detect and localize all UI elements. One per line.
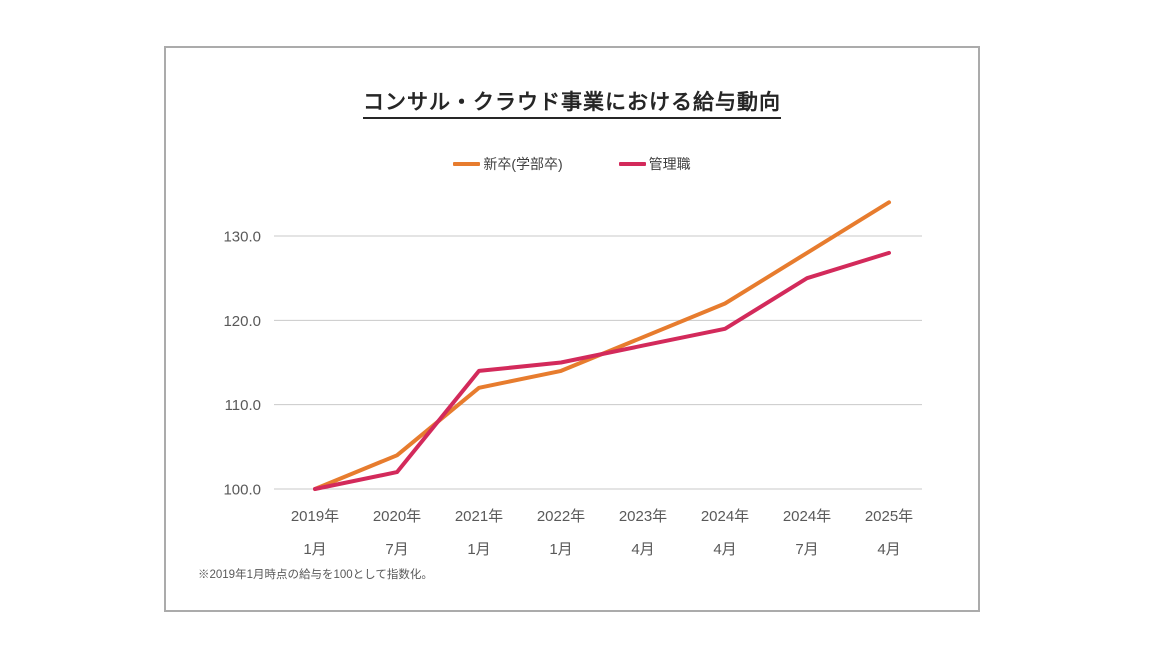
x-tick-label-year: 2023年 [619,508,667,525]
chart-title: コンサル・クラウド事業における給与動向 [166,86,978,119]
legend-label: 新卒(学部卒) [483,156,563,172]
x-tick-label-year: 2019年 [291,508,339,525]
chart-card: コンサル・クラウド事業における給与動向 新卒(学部卒) 管理職 100.0 110… [164,46,980,612]
legend-item-shinsotsu: 新卒(学部卒) [453,154,563,174]
x-tick-label-month: 4月 [877,541,900,558]
x-tick-label-month: 4月 [713,541,736,558]
x-tick-label-month: 7月 [385,541,408,558]
x-tick-label-year: 2025年 [865,508,913,525]
x-tick-label-year: 2024年 [701,508,749,525]
x-tick-label-year: 2020年 [373,508,421,525]
y-tick-label: 110.0 [225,397,261,414]
y-tick-label: 100.0 [223,482,261,499]
x-tick-label-month: 1月 [549,541,572,558]
y-tick-label: 120.0 [223,313,261,330]
series-line-0 [313,200,891,491]
legend-item-kanrishoku: 管理職 [618,154,691,174]
y-tick-label: 130.0 [223,229,261,246]
x-tick-label-year: 2024年 [783,508,831,525]
x-tick-label-month: 7月 [795,541,818,558]
x-tick-label-month: 1月 [303,541,326,558]
x-tick-label-year: 2021年 [455,508,503,525]
series-line-1 [313,250,891,491]
legend-swatch-orange [453,162,481,166]
x-tick-label-month: 1月 [467,541,490,558]
x-tick-label-month: 4月 [631,541,654,558]
line-chart-plot: 100.0 110.0 120.0 130.0 2019年 1月 2020年 7月 2021年 1… [223,200,922,558]
chart-legend: 新卒(学部卒) 管理職 [166,154,978,174]
x-tick-label-year: 2022年 [537,508,585,525]
legend-label: 管理職 [648,156,691,172]
chart-footnote: ※2019年1月時点の給与を100として指数化。 [198,569,433,581]
legend-swatch-crimson [618,162,646,166]
chart-title-text: コンサル・クラウド事業における給与動向 [363,91,781,119]
